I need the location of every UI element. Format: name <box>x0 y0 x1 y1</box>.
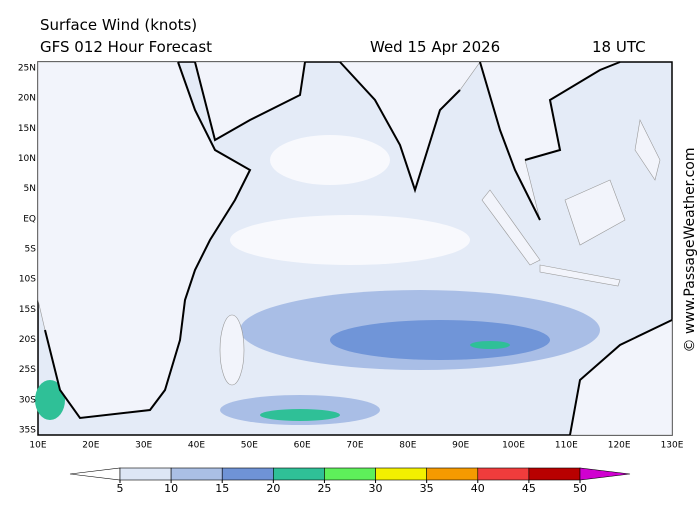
colorbar-label: 40 <box>471 482 485 495</box>
time: 18 UTC <box>592 38 646 56</box>
colorbar-segment <box>170 467 223 481</box>
lon-label: 120E <box>608 441 631 451</box>
lat-label: 5N <box>24 184 36 194</box>
colorbar-label: 10 <box>164 482 178 495</box>
colorbar-high <box>579 467 631 481</box>
model: GFS 012 Hour Forecast <box>40 38 212 56</box>
lat-label: 15N <box>18 124 36 134</box>
colorbar-label: 35 <box>420 482 434 495</box>
colorbar-segment <box>324 467 376 481</box>
lat-label: 20N <box>18 94 36 104</box>
lat-label: 35S <box>19 426 36 436</box>
lon-label: 80E <box>399 441 416 451</box>
colorbar-segment <box>426 467 479 481</box>
colorbar-segment <box>477 467 530 481</box>
colorbar-label: 45 <box>522 482 536 495</box>
lon-label: 130E <box>661 441 684 451</box>
lat-label: 25N <box>18 64 36 74</box>
lat-label: 15S <box>19 305 36 315</box>
lat-label: 25S <box>19 365 36 375</box>
colorbar-low <box>69 467 121 481</box>
lon-label: 10E <box>29 441 46 451</box>
lon-label: 100E <box>502 441 525 451</box>
lon-label: 30E <box>135 441 152 451</box>
colorbar-segment <box>119 467 172 481</box>
colorbar-segment <box>221 467 274 481</box>
colorbar-label: 30 <box>369 482 383 495</box>
lon-label: 60E <box>294 441 311 451</box>
colorbar-segment <box>528 467 581 481</box>
title: Surface Wind (knots) <box>40 16 197 34</box>
lat-label: 30S <box>19 395 36 405</box>
colorbar-segment <box>273 467 325 481</box>
lon-label: 70E <box>346 441 363 451</box>
lon-label: 50E <box>241 441 258 451</box>
map <box>35 61 673 436</box>
date: Wed 15 Apr 2026 <box>370 38 500 56</box>
colorbar-label: 15 <box>215 482 229 495</box>
lon-label: 90E <box>452 441 469 451</box>
watermark: © www.PassageWeather.com <box>682 147 698 352</box>
colorbar-label: 20 <box>266 482 280 495</box>
colorbar-label: 25 <box>317 482 331 495</box>
colorbar-label: 5 <box>117 482 124 495</box>
lon-label: 110E <box>555 441 578 451</box>
lat-label: 20S <box>19 335 36 345</box>
lon-label: 40E <box>188 441 205 451</box>
lon-label: 20E <box>82 441 99 451</box>
colorbar-segment <box>375 467 427 481</box>
lat-label: 10N <box>18 154 36 164</box>
lat-label: 5S <box>25 245 37 255</box>
colorbar-label: 50 <box>573 482 587 495</box>
lat-label: 10S <box>19 275 36 285</box>
lat-label: EQ <box>23 214 36 224</box>
